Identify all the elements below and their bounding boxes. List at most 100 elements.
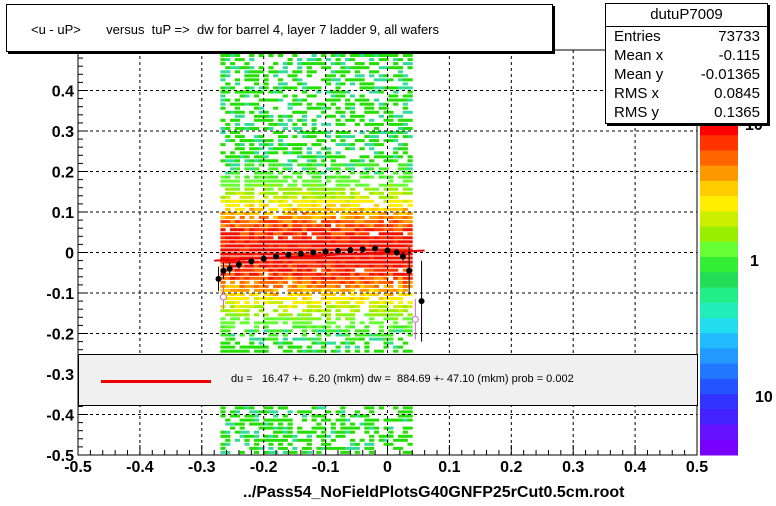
heatmap-cell <box>325 272 332 276</box>
heatmap-cell <box>292 301 298 305</box>
heatmap-cell <box>249 179 255 183</box>
heatmap-cell <box>378 236 384 240</box>
heatmap-cell <box>383 118 389 122</box>
heatmap-cell <box>220 102 226 106</box>
heatmap-cell <box>364 426 370 430</box>
open-point <box>411 315 419 323</box>
heatmap-cell <box>335 284 341 288</box>
heatmap-cell <box>345 280 351 284</box>
heatmap-cell <box>397 244 404 248</box>
heatmap-cell <box>359 86 365 90</box>
heatmap-cell <box>258 410 264 414</box>
heatmap-cell <box>407 260 413 264</box>
heatmap-cell <box>263 301 269 305</box>
heatmap-cell <box>364 183 370 187</box>
heatmap-cell <box>225 179 231 183</box>
heatmap-cell <box>277 301 284 305</box>
heatmap-cell <box>263 313 269 317</box>
heatmap-cell <box>354 220 360 224</box>
heatmap-cell <box>244 260 250 264</box>
heatmap-cell <box>282 191 288 195</box>
heatmap-cell <box>340 305 346 309</box>
heatmap-cell <box>292 345 298 349</box>
heatmap-cell <box>383 110 389 114</box>
heatmap-cell <box>273 191 279 195</box>
heatmap-cell <box>254 78 260 82</box>
heatmap-cell <box>239 90 245 94</box>
heatmap-cell <box>306 264 312 268</box>
heatmap-cell <box>254 147 260 151</box>
heatmap-cell <box>234 175 240 179</box>
heatmap-cell <box>297 268 303 272</box>
heatmap-cell <box>258 349 264 353</box>
heatmap-cell <box>268 252 274 256</box>
heatmap-cell <box>244 288 250 292</box>
heatmap-cell <box>378 191 384 195</box>
heatmap-cell <box>306 159 312 163</box>
heatmap-cell <box>277 135 284 139</box>
heatmap-cell <box>335 191 341 195</box>
heatmap-cell <box>263 434 269 438</box>
heatmap-cell <box>325 195 332 199</box>
heatmap-cell <box>402 82 408 86</box>
heatmap-cell <box>258 438 264 442</box>
heatmap-cell <box>325 252 332 256</box>
heatmap-cell <box>369 426 375 430</box>
heatmap-cell <box>239 127 245 130</box>
heatmap-cell <box>321 345 327 349</box>
heatmap-cell <box>388 179 394 183</box>
heatmap-cell <box>230 183 236 187</box>
heatmap-cell <box>369 333 375 337</box>
heatmap-cell <box>393 216 399 219</box>
heatmap-cell <box>306 256 312 260</box>
heatmap-cell <box>311 212 317 215</box>
heatmap-cell <box>330 349 336 353</box>
heatmap-cell <box>301 199 308 203</box>
heatmap-cell <box>287 228 293 232</box>
heatmap-cell <box>321 414 327 418</box>
x-tick-label: -0.1 <box>312 459 340 476</box>
heatmap-cell <box>321 163 327 167</box>
heatmap-cell <box>292 438 298 442</box>
heatmap-cell <box>254 212 260 215</box>
heatmap-cell <box>292 228 298 232</box>
heatmap-cell <box>268 175 274 179</box>
heatmap-cell <box>306 325 312 329</box>
heatmap-cell <box>258 305 264 309</box>
heatmap-cell <box>301 293 308 296</box>
heatmap-cell <box>249 244 255 248</box>
stats-key: Entries <box>614 28 661 45</box>
heatmap-cell <box>311 240 317 244</box>
heatmap-cell <box>239 297 245 300</box>
heatmap-cell <box>230 102 236 106</box>
heatmap-cell <box>364 446 370 450</box>
heatmap-cell <box>234 309 240 313</box>
heatmap-cell <box>349 199 356 203</box>
heatmap-cell <box>321 442 327 446</box>
heatmap-cell <box>234 110 240 114</box>
heatmap-cell <box>292 240 298 244</box>
heatmap-cell <box>297 337 303 341</box>
heatmap-cell <box>378 183 384 187</box>
heatmap-cell <box>258 248 264 252</box>
heatmap-cell <box>292 151 298 155</box>
heatmap-cell <box>373 236 380 240</box>
heatmap-cell <box>282 232 288 236</box>
heatmap-cell <box>407 203 413 207</box>
heatmap-cell <box>321 272 327 276</box>
heatmap-cell <box>287 426 293 430</box>
heatmap-cell <box>388 280 394 284</box>
x-tick-label: 0 <box>383 459 392 476</box>
heatmap-cell <box>306 199 312 203</box>
heatmap-cell <box>292 195 298 199</box>
heatmap-cell <box>239 276 245 280</box>
heatmap-cell <box>349 163 356 167</box>
heatmap-cell <box>220 179 226 183</box>
heatmap-cell <box>345 118 351 122</box>
heatmap-cell <box>335 163 341 167</box>
heatmap-cell <box>330 268 336 272</box>
heatmap-cell <box>335 118 341 122</box>
heatmap-cell <box>239 58 245 62</box>
heatmap-cell <box>268 272 274 276</box>
heatmap-cell <box>230 224 236 228</box>
